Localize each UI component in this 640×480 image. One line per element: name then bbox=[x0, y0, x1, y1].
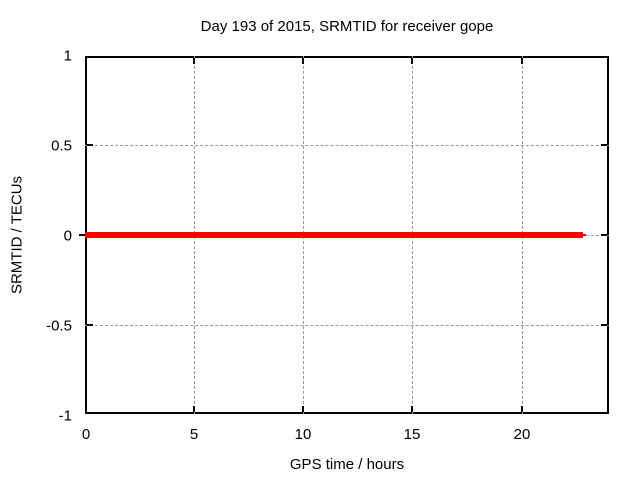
x-tick-bottom-15 bbox=[411, 406, 413, 412]
series-line-end-cap bbox=[583, 234, 586, 236]
x-tick-label-15: 15 bbox=[403, 426, 421, 443]
x-axis-label: GPS time / hours bbox=[289, 456, 405, 473]
x-tick-top-5 bbox=[193, 58, 195, 64]
y-tick-right-0 bbox=[601, 234, 607, 236]
y-tick-left-m0p5 bbox=[87, 324, 93, 326]
x-tick-top-15 bbox=[411, 58, 413, 64]
chart-title: Day 193 of 2015, SRMTID for receiver gop… bbox=[200, 18, 494, 35]
y-tick-right-0p5 bbox=[601, 144, 607, 146]
y-tick-right-m0p5 bbox=[601, 324, 607, 326]
y-tick-label-0p5: 0.5 bbox=[51, 137, 72, 155]
grid-line-y-0p5 bbox=[85, 145, 609, 146]
x-tick-bottom-5 bbox=[193, 406, 195, 412]
y-zero-outward-tick bbox=[79, 234, 85, 236]
y-axis-label: SRMTID / TECUs bbox=[8, 175, 26, 295]
y-tick-label-m1: -1 bbox=[58, 407, 72, 425]
x-tick-label-5: 5 bbox=[189, 426, 199, 443]
x-tick-label-20: 20 bbox=[513, 426, 531, 443]
grid-line-y-m0p5 bbox=[85, 325, 609, 326]
x-tick-top-20 bbox=[521, 58, 523, 64]
y-tick-left-0p5 bbox=[87, 144, 93, 146]
x-tick-bottom-20 bbox=[521, 406, 523, 412]
y-tick-label-1: 1 bbox=[63, 47, 72, 65]
y-tick-label-m0p5: -0.5 bbox=[46, 317, 72, 335]
x-tick-bottom-10 bbox=[302, 406, 304, 412]
series-line-srmtid bbox=[85, 232, 583, 238]
y-tick-label-0: 0 bbox=[63, 227, 72, 245]
x-tick-label-10: 10 bbox=[294, 426, 312, 443]
x-tick-top-10 bbox=[302, 58, 304, 64]
x-tick-label-0: 0 bbox=[81, 426, 91, 443]
